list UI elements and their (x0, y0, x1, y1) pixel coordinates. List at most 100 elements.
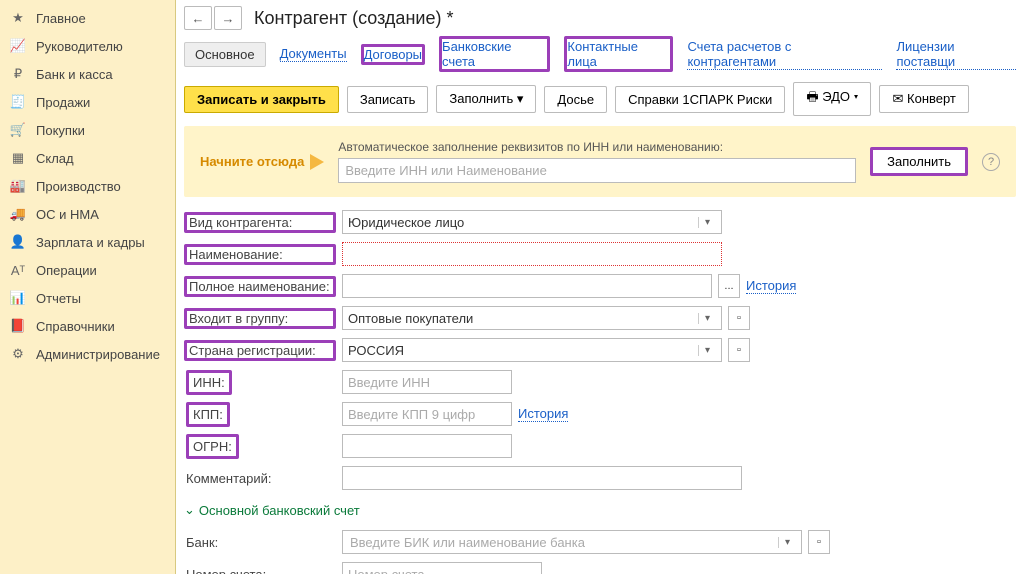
comment-input[interactable] (342, 466, 742, 490)
sidebar-item-salary[interactable]: 👤 Зарплата и кадры (0, 228, 175, 256)
tab-contracts[interactable]: Договоры (361, 44, 425, 65)
spark-button[interactable]: Справки 1СПАРК Риски (615, 86, 785, 113)
chevron-down-icon[interactable]: ▾ (698, 345, 716, 356)
save-close-button[interactable]: Записать и закрыть (184, 86, 339, 113)
sidebar-item-manager[interactable]: 📈 Руководителю (0, 32, 175, 60)
sidebar-item-label: ОС и НМА (36, 207, 99, 222)
kpp-history-link[interactable]: История (518, 406, 568, 422)
kpp-input[interactable] (342, 402, 512, 426)
main: ← → Контрагент (создание) * Основное Док… (176, 0, 1024, 574)
tab-accounts[interactable]: Счета расчетов с контрагентами (687, 39, 882, 70)
account-input[interactable] (342, 562, 542, 574)
bank-section-toggle[interactable]: ⌄Основной банковский счет (184, 502, 360, 518)
chevron-down-icon[interactable]: ▾ (698, 217, 716, 228)
chevron-down-icon[interactable]: ▾ (778, 537, 796, 548)
nav-back[interactable]: ← (184, 6, 212, 30)
help-icon[interactable]: ? (982, 153, 1000, 171)
sidebar-item-label: Зарплата и кадры (36, 235, 145, 250)
tab-bankaccounts[interactable]: Банковские счета (439, 36, 550, 72)
ops-icon: Аᵀ (10, 262, 26, 278)
bank-open[interactable]: ▫ (808, 530, 830, 554)
fill-button[interactable]: Заполнить ▾ (436, 85, 536, 113)
bank-select[interactable]: ▾ (342, 530, 802, 554)
sidebar-item-buy[interactable]: 🛒 Покупки (0, 116, 175, 144)
tab-main[interactable]: Основное (184, 42, 266, 67)
star-icon: ★ (10, 10, 26, 26)
sidebar-item-label: Покупки (36, 123, 85, 138)
edo-button[interactable]: 🖶 ЭДО ▾ (793, 82, 871, 116)
sidebar-item-sales[interactable]: 🧾Продажи (0, 88, 175, 116)
sidebar-item-dir[interactable]: 📕 Справочники (0, 312, 175, 340)
tabs: Основное Документы Договоры Банковские с… (184, 36, 1016, 72)
edo-label: ЭДО (822, 89, 850, 104)
country-select[interactable]: РОССИЯ▾ (342, 338, 722, 362)
sidebar-item-admin[interactable]: ⚙Администрирование (0, 340, 175, 368)
cart-icon: 🛒 (10, 122, 26, 138)
sidebar-item-bank[interactable]: ₽ Банк и касса (0, 60, 175, 88)
print-icon: 🖶 (806, 89, 818, 104)
kind-select[interactable]: Юридическое лицо ▾ (342, 210, 722, 234)
arrow-right-icon (310, 154, 324, 170)
sidebar-item-label: Банк и касса (36, 67, 113, 82)
chart-icon: 📈 (10, 38, 26, 54)
hint-start: Начните отсюда (200, 154, 324, 170)
sidebar-item-label: Продажи (36, 95, 90, 110)
fill-label: Заполнить (449, 91, 513, 106)
group-select[interactable]: Оптовые покупатели ▾ (342, 306, 722, 330)
convert-button[interactable]: ✉ Конверт (879, 85, 968, 113)
name-label: Наименование: (184, 244, 336, 265)
group-value: Оптовые покупатели (348, 311, 473, 326)
fullname-input[interactable] (342, 274, 712, 298)
bank-icon: ₽ (10, 66, 26, 82)
sidebar-item-stock[interactable]: ▦ Склад (0, 144, 175, 172)
sidebar-item-main[interactable]: ★Главное (0, 4, 175, 32)
envelope-icon: ✉ (892, 91, 903, 106)
country-label: Страна регистрации: (184, 340, 336, 361)
chevron-down-icon[interactable]: ▾ (698, 313, 716, 324)
tab-contacts[interactable]: Контактные лица (564, 36, 673, 72)
chevron-down-icon: ⌄ (184, 502, 195, 518)
sidebar-item-label: Справочники (36, 319, 115, 334)
sidebar: ★Главное 📈 Руководителю ₽ Банк и касса 🧾Пр… (0, 0, 176, 574)
person-icon: 👤 (10, 234, 26, 250)
bank-input[interactable] (348, 534, 778, 551)
dossier-button[interactable]: Досье (544, 86, 607, 113)
bars-icon: 📊 (10, 290, 26, 306)
inn-input[interactable] (342, 370, 512, 394)
history-link[interactable]: История (746, 278, 796, 294)
gear-icon: ⚙ (10, 346, 26, 362)
hint-box: Начните отсюда Автоматическое заполнение… (184, 126, 1016, 197)
sidebar-item-ops[interactable]: Аᵀ Операции (0, 256, 175, 284)
sidebar-item-prod[interactable]: 🏭 Производство (0, 172, 175, 200)
save-button[interactable]: Записать (347, 86, 429, 113)
fullname-label: Полное наименование: (184, 276, 336, 297)
fullname-more[interactable]: ... (718, 274, 740, 298)
kpp-label: КПП: (186, 402, 230, 427)
boxes-icon: ▦ (10, 150, 26, 166)
tab-licenses[interactable]: Лицензии поставщи (896, 39, 1016, 70)
hint-fill-button[interactable]: Заполнить (870, 147, 968, 176)
sidebar-item-label: Руководителю (36, 39, 123, 54)
nav-forward[interactable]: → (214, 6, 242, 30)
chevron-down-icon: ▾ (517, 91, 524, 106)
sidebar-item-reports[interactable]: 📊Отчеты (0, 284, 175, 312)
factory-icon: 🏭 (10, 178, 26, 194)
name-input[interactable] (342, 242, 722, 266)
ogrn-input[interactable] (342, 434, 512, 458)
country-open[interactable]: ▫ (728, 338, 750, 362)
group-label: Входит в группу: (184, 308, 336, 329)
sidebar-item-label: Операции (36, 263, 97, 278)
convert-label: Конверт (907, 91, 956, 106)
tab-documents[interactable]: Документы (280, 46, 347, 62)
sidebar-item-label: Производство (36, 179, 121, 194)
hint-search-input[interactable] (338, 158, 856, 183)
kind-value: Юридическое лицо (348, 215, 464, 230)
sidebar-item-os[interactable]: 🚚 ОС и НМА (0, 200, 175, 228)
group-open[interactable]: ▫ (728, 306, 750, 330)
form: Вид контрагента: Юридическое лицо▾ Наиме… (184, 209, 1016, 574)
account-label: Номер счета: (184, 567, 336, 574)
sidebar-item-label: Склад (36, 151, 74, 166)
truck-icon: 🚚 (10, 206, 26, 222)
hint-start-text: Начните отсюда (200, 154, 304, 169)
book-icon: 📕 (10, 318, 26, 334)
